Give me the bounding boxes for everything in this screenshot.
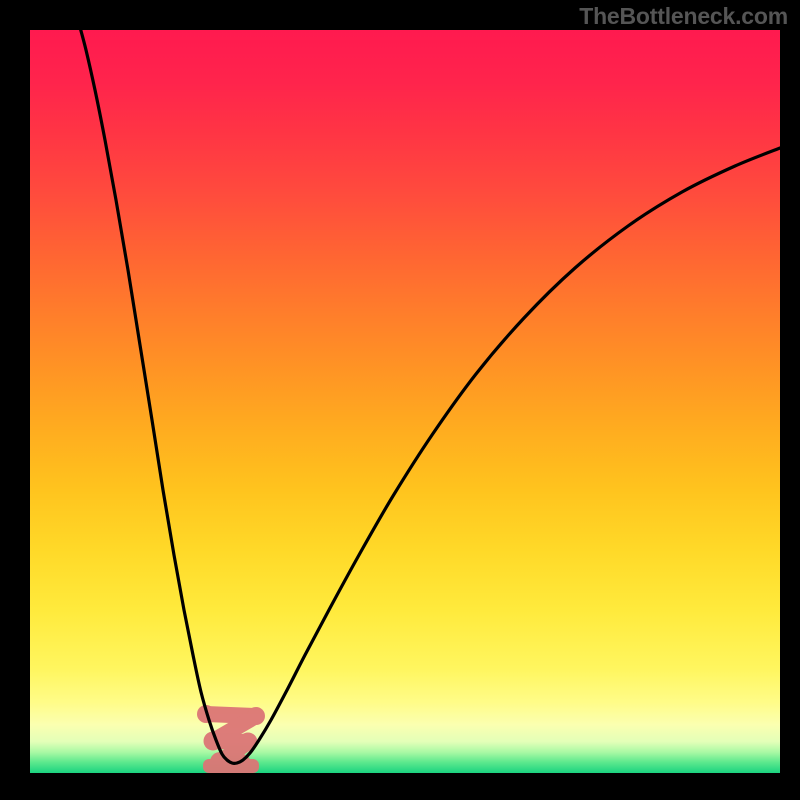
gradient-background [30,30,780,773]
chart-canvas [0,0,800,800]
